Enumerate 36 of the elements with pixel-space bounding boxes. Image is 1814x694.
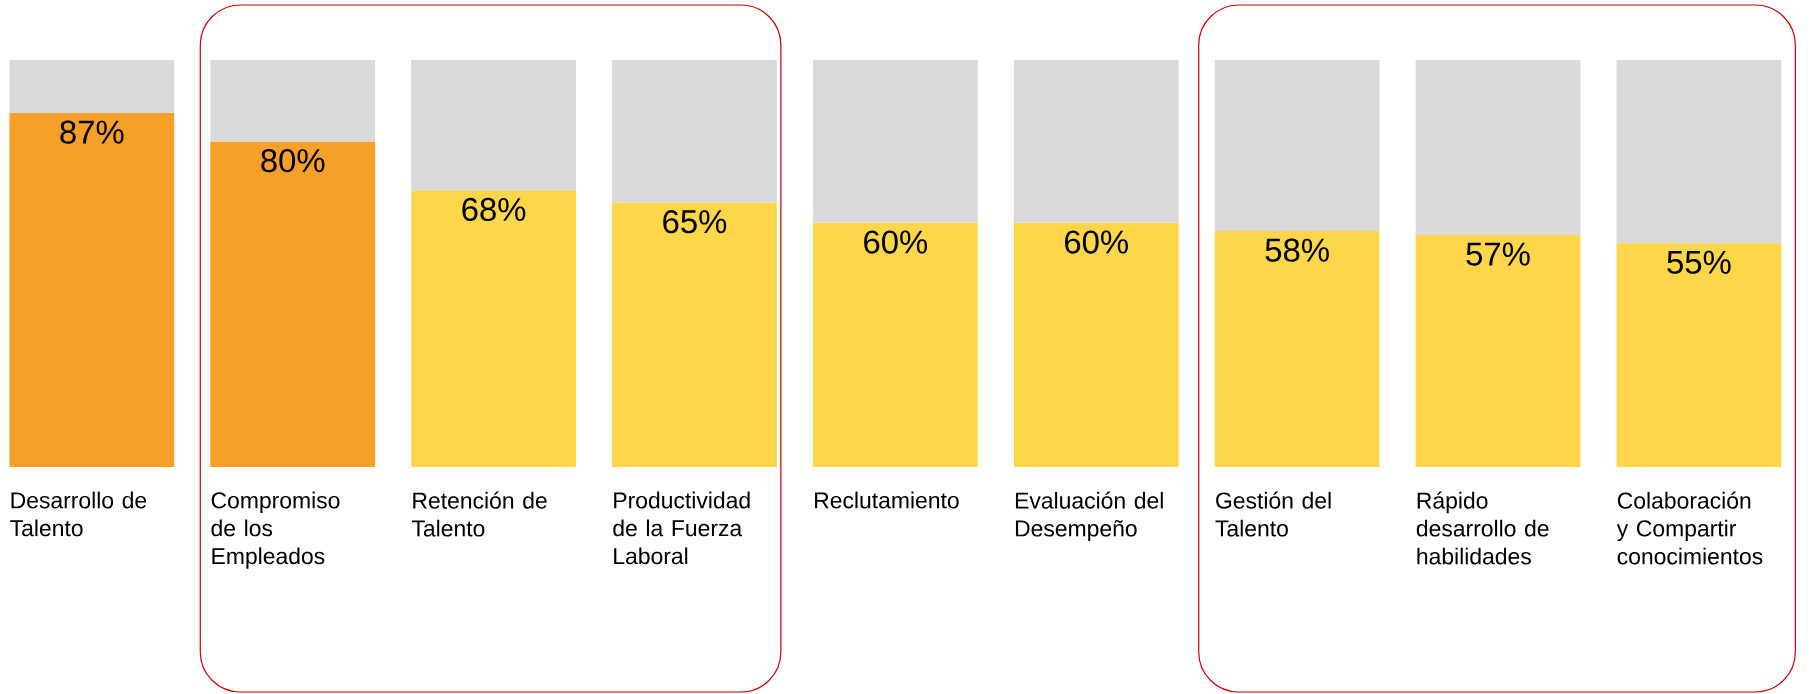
bar bbox=[1415, 60, 1581, 236]
bar bbox=[813, 60, 978, 223]
bar bbox=[813, 222, 978, 467]
bar bbox=[210, 141, 376, 467]
bar bbox=[612, 202, 777, 467]
bar bbox=[1214, 60, 1380, 231]
data-label: 68% bbox=[462, 197, 526, 222]
bar bbox=[411, 190, 576, 467]
x-tick-label: Rápido desarrollo de habilidades bbox=[1416, 491, 1549, 565]
data-label: 55% bbox=[1667, 250, 1731, 274]
data-label: 57% bbox=[1466, 242, 1530, 266]
x-tick-label: Gestión del Talento bbox=[1215, 491, 1331, 537]
data-label: 80% bbox=[261, 149, 325, 173]
bar bbox=[1214, 230, 1380, 467]
bar bbox=[411, 60, 576, 191]
bar bbox=[612, 60, 777, 203]
data-label: 58% bbox=[1265, 238, 1329, 262]
bar bbox=[1013, 60, 1179, 223]
bar bbox=[1616, 243, 1782, 467]
x-tick-label: Compromiso de los Empleados bbox=[211, 491, 340, 569]
x-tick-label: Colaboración y Compartir conocimientos bbox=[1616, 491, 1763, 565]
bar bbox=[1616, 60, 1782, 244]
data-label: 87% bbox=[60, 120, 124, 144]
bar bbox=[9, 112, 175, 467]
x-tick-label: Productividad de la Fuerza Laboral bbox=[613, 491, 750, 565]
x-tick-label: Reclutamiento bbox=[815, 491, 959, 509]
bar bbox=[9, 60, 175, 113]
x-tick-label: Evaluación del Desempeño bbox=[1015, 491, 1163, 542]
bar bbox=[210, 60, 376, 142]
bar bbox=[1013, 222, 1179, 467]
bar bbox=[1415, 235, 1581, 467]
data-label: 65% bbox=[663, 210, 727, 234]
x-tick-label: Retención de Talento bbox=[411, 491, 547, 537]
x-tick-label: Desarrollo de Talento bbox=[10, 491, 147, 537]
data-label: 60% bbox=[864, 230, 928, 254]
data-label: 60% bbox=[1065, 230, 1128, 254]
